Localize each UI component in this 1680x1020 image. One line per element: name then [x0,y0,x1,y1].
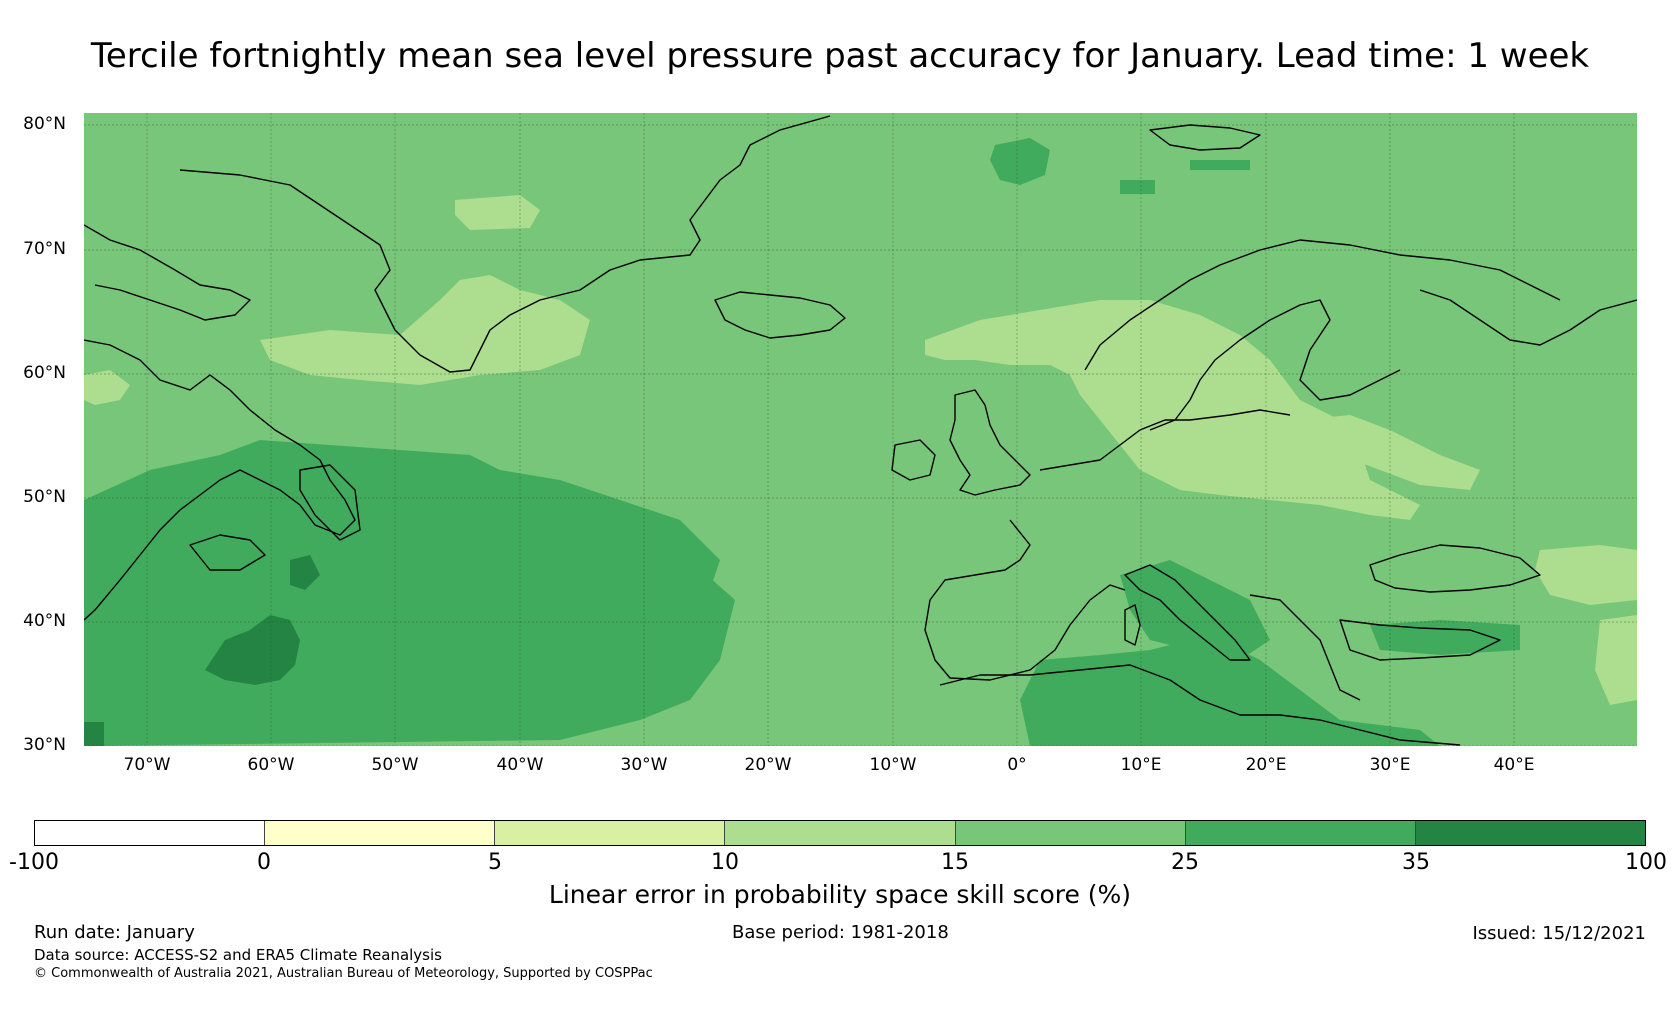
region-aegean-high-skill [1370,620,1520,655]
coast-iberia [924,519,1126,681]
colorbar-segment-6 [1415,821,1645,845]
colorbar-segment-4 [955,821,1186,845]
colorbar-tick: 5 [488,850,502,875]
coast-ireland [891,439,936,481]
lon-label-30w: 30°W [620,755,668,775]
colorbar-segment-1 [265,821,496,845]
region-svalbard-high-skill [1190,160,1250,170]
coast-newfoundland [299,464,361,541]
lat-label-80n: 80°N [23,114,66,134]
lon-label-40w: 40°W [496,755,544,775]
colorbar-segment-2 [495,821,726,845]
coastlines [84,115,1637,746]
region-east-lower-skill-2 [1595,615,1637,705]
lon-label-10w: 10°W [869,755,917,775]
region-scandinavia-lower-skill [925,300,1420,520]
region-italy-high-skill [1120,560,1270,660]
region-greenland-sea-lower-skill [455,195,540,230]
coast-nova-scotia [189,534,266,571]
lon-label-30e: 30°E [1369,755,1411,775]
coast-britain [949,389,1031,496]
colorbar-tick: 15 [941,850,969,875]
colorbar-tick: 35 [1402,850,1430,875]
lon-label-70w: 70°W [123,755,171,775]
coast-russia-north [1419,289,1637,346]
region-top-skill [205,615,300,685]
lat-label-30n: 30°N [23,735,66,755]
region-labrador-lower-skill [84,370,130,405]
region-top-skill-2 [290,555,320,590]
colorbar-tick: 25 [1171,850,1199,875]
colorbar-tick: 10 [711,850,739,875]
colorbar-segment-3 [725,821,956,845]
coast-north-africa [939,664,1461,746]
coast-norway [1084,239,1561,371]
coast-italy [1124,564,1251,661]
coast-svalbard [1149,124,1261,151]
region-greenland-south-lower-skill [260,275,590,385]
coast-europe-west [1039,409,1291,471]
region-east-europe-lower-skill [1300,415,1480,490]
colorbar-tick: 100 [1625,850,1667,875]
coast-turkey [1339,619,1501,661]
colorbar [34,820,1646,846]
colorbar-tick: 0 [257,850,271,875]
colorbar-segment-0 [35,821,266,845]
base-period: Base period: 1981-2018 [732,922,949,943]
coast-corsica-sardinia [1124,604,1141,646]
copyright: © Commonwealth of Australia 2021, Austra… [34,966,653,981]
graticule [84,113,1637,746]
lat-label-70n: 70°N [23,239,66,259]
lon-label-10e: 10°E [1120,755,1162,775]
coast-labrador [84,339,356,621]
colorbar-label: Linear error in probability space skill … [548,880,1132,909]
lat-label-40n: 40°N [23,611,66,631]
region-arctic-high-skill-2 [1120,180,1155,194]
region-caspian-lower-skill [1535,545,1637,605]
data-source: Data source: ACCESS-S2 and ERA5 Climate … [34,946,442,964]
run-date: Run date: January [34,922,195,943]
coast-greenland [179,115,831,373]
region-arctic-high-skill [990,138,1050,185]
colorbar-segment-5 [1185,821,1416,845]
coast-baffin [84,224,251,321]
region-mediterranean-high-skill [1020,640,1440,746]
colorbar-tick: -100 [9,850,59,875]
coast-black-sea [1369,544,1541,593]
lat-label-60n: 60°N [23,363,66,383]
lon-label-50w: 50°W [371,755,419,775]
region-atlantic-high-skill-2 [500,470,720,650]
issued-date: Issued: 15/12/2021 [1472,923,1646,944]
lon-label-20w: 20°W [744,755,792,775]
chart-title: Tercile fortnightly mean sea level press… [90,36,1590,76]
lon-label-0: 0° [1007,755,1027,775]
coast-sweden-finland [1149,299,1401,431]
coast-iceland [714,291,846,339]
lon-label-60w: 60°W [247,755,295,775]
coast-balkans [1249,594,1361,701]
lat-label-50n: 50°N [23,487,66,507]
region-top-skill-3 [84,722,104,746]
lon-label-20e: 20°E [1245,755,1287,775]
lon-label-40e: 40°E [1493,755,1535,775]
